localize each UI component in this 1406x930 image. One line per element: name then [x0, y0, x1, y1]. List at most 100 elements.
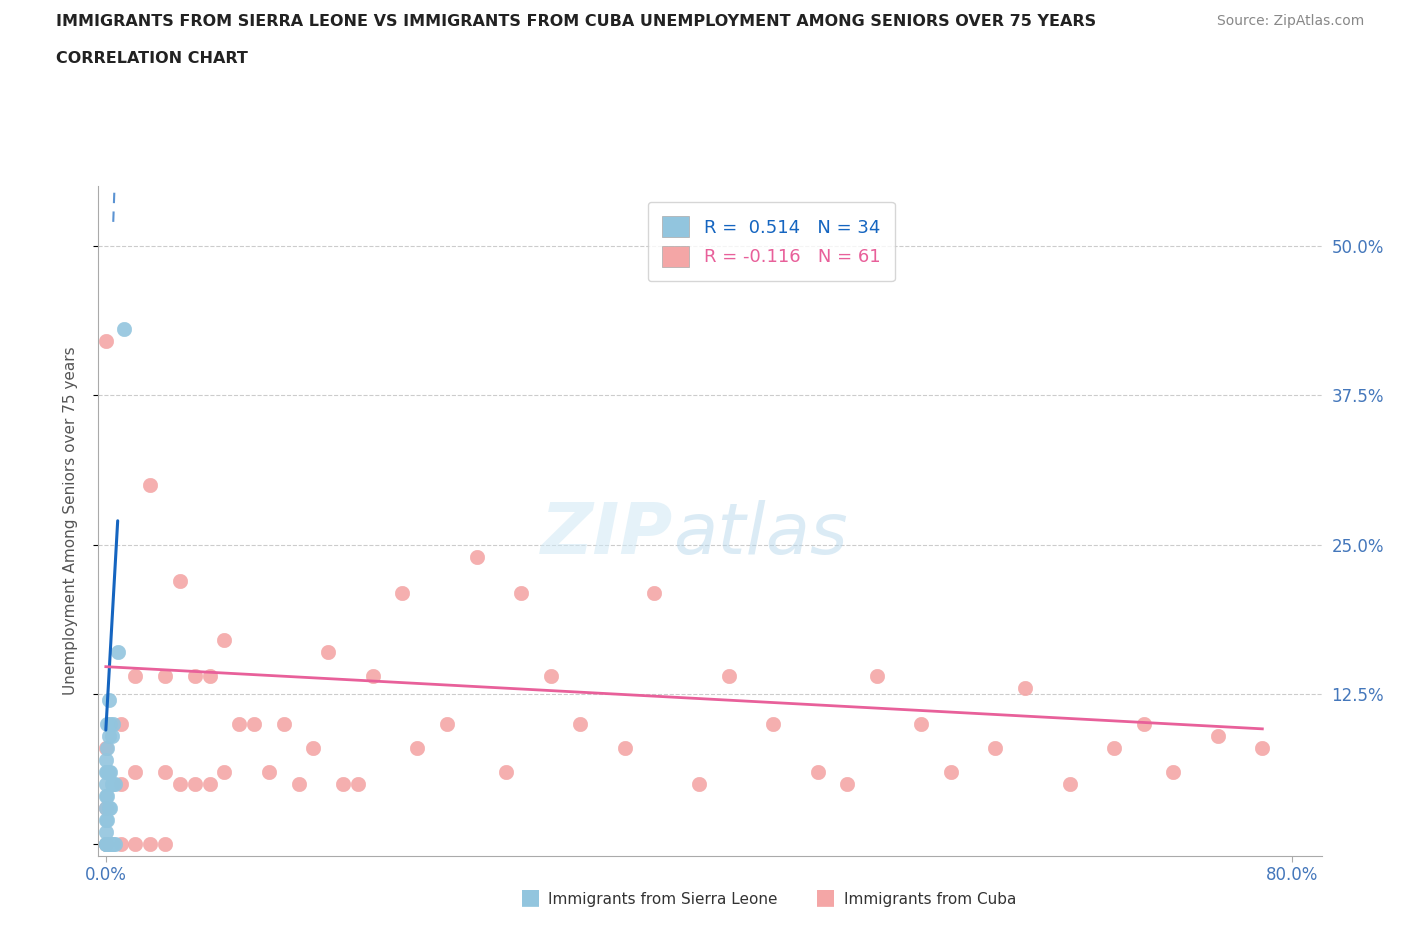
Point [984, 740, 1007, 755]
Text: ZIP: ZIP [541, 499, 673, 568]
Point [1251, 740, 1274, 755]
Point [100, 777, 122, 791]
Point [1163, 764, 1185, 779]
Point [169, 777, 191, 791]
Point [1132, 717, 1154, 732]
Point [214, 764, 236, 779]
Point [302, 740, 325, 755]
Point [495, 764, 517, 779]
Point [214, 633, 236, 648]
Point [198, 669, 221, 684]
Point [406, 740, 429, 755]
Point [107, 644, 129, 659]
Point [94, 836, 117, 851]
Point [510, 585, 533, 600]
Point [1206, 728, 1229, 743]
Point [103, 717, 125, 732]
Point [198, 777, 221, 791]
Point [837, 777, 859, 791]
Text: ■: ■ [520, 886, 541, 907]
Point [94, 801, 117, 816]
Text: IMMIGRANTS FROM SIERRA LEONE VS IMMIGRANTS FROM CUBA UNEMPLOYMENT AMONG SENIORS : IMMIGRANTS FROM SIERRA LEONE VS IMMIGRAN… [56, 14, 1097, 29]
Y-axis label: Unemployment Among Seniors over 75 years: Unemployment Among Seniors over 75 years [63, 347, 77, 695]
Point [153, 669, 176, 684]
Point [257, 764, 280, 779]
Point [96, 764, 118, 779]
Text: Immigrants from Cuba: Immigrants from Cuba [844, 892, 1017, 907]
Point [94, 752, 117, 767]
Point [436, 717, 458, 732]
Point [910, 717, 932, 732]
Point [104, 836, 127, 851]
Point [361, 669, 384, 684]
Point [1059, 777, 1081, 791]
Point [94, 824, 117, 839]
Point [94, 764, 117, 779]
Point [97, 728, 120, 743]
Point [98, 801, 121, 816]
Point [287, 777, 309, 791]
Text: CORRELATION CHART: CORRELATION CHART [56, 51, 247, 66]
Point [124, 836, 146, 851]
Point [717, 669, 740, 684]
Point [124, 669, 146, 684]
Point [153, 764, 176, 779]
Point [100, 728, 122, 743]
Point [103, 777, 125, 791]
Point [228, 717, 250, 732]
Text: atlas: atlas [673, 499, 848, 568]
Point [643, 585, 665, 600]
Point [96, 836, 118, 851]
Point [94, 812, 117, 827]
Point [569, 717, 592, 732]
Point [316, 644, 339, 659]
Point [98, 717, 121, 732]
Point [94, 777, 117, 791]
Point [103, 836, 125, 851]
Point [104, 777, 127, 791]
Point [94, 801, 117, 816]
Point [806, 764, 828, 779]
Point [139, 477, 162, 492]
Point [866, 669, 889, 684]
Point [98, 764, 121, 779]
Point [94, 334, 117, 349]
Point [1014, 681, 1036, 696]
Point [153, 836, 176, 851]
Point [94, 740, 117, 755]
Point [465, 550, 488, 565]
Point [110, 717, 132, 732]
Point [97, 836, 120, 851]
Text: Source: ZipAtlas.com: Source: ZipAtlas.com [1216, 14, 1364, 28]
Point [96, 812, 118, 827]
Point [184, 669, 207, 684]
Point [97, 764, 120, 779]
Point [184, 777, 207, 791]
Point [762, 717, 785, 732]
Point [1102, 740, 1125, 755]
Point [98, 836, 121, 851]
Text: Immigrants from Sierra Leone: Immigrants from Sierra Leone [548, 892, 778, 907]
Point [347, 777, 370, 791]
Point [391, 585, 413, 600]
Point [96, 789, 118, 804]
Point [96, 740, 118, 755]
Point [96, 717, 118, 732]
Point [112, 322, 135, 337]
Point [613, 740, 636, 755]
Point [540, 669, 562, 684]
Point [124, 764, 146, 779]
Point [139, 836, 162, 851]
Point [97, 693, 120, 708]
Text: ■: ■ [815, 886, 837, 907]
Point [94, 836, 117, 851]
Point [100, 836, 122, 851]
Point [243, 717, 266, 732]
Point [94, 836, 117, 851]
Point [110, 777, 132, 791]
Point [939, 764, 962, 779]
Point [688, 777, 710, 791]
Point [94, 789, 117, 804]
Point [110, 836, 132, 851]
Legend: R =  0.514   N = 34, R = -0.116   N = 61: R = 0.514 N = 34, R = -0.116 N = 61 [648, 202, 894, 282]
